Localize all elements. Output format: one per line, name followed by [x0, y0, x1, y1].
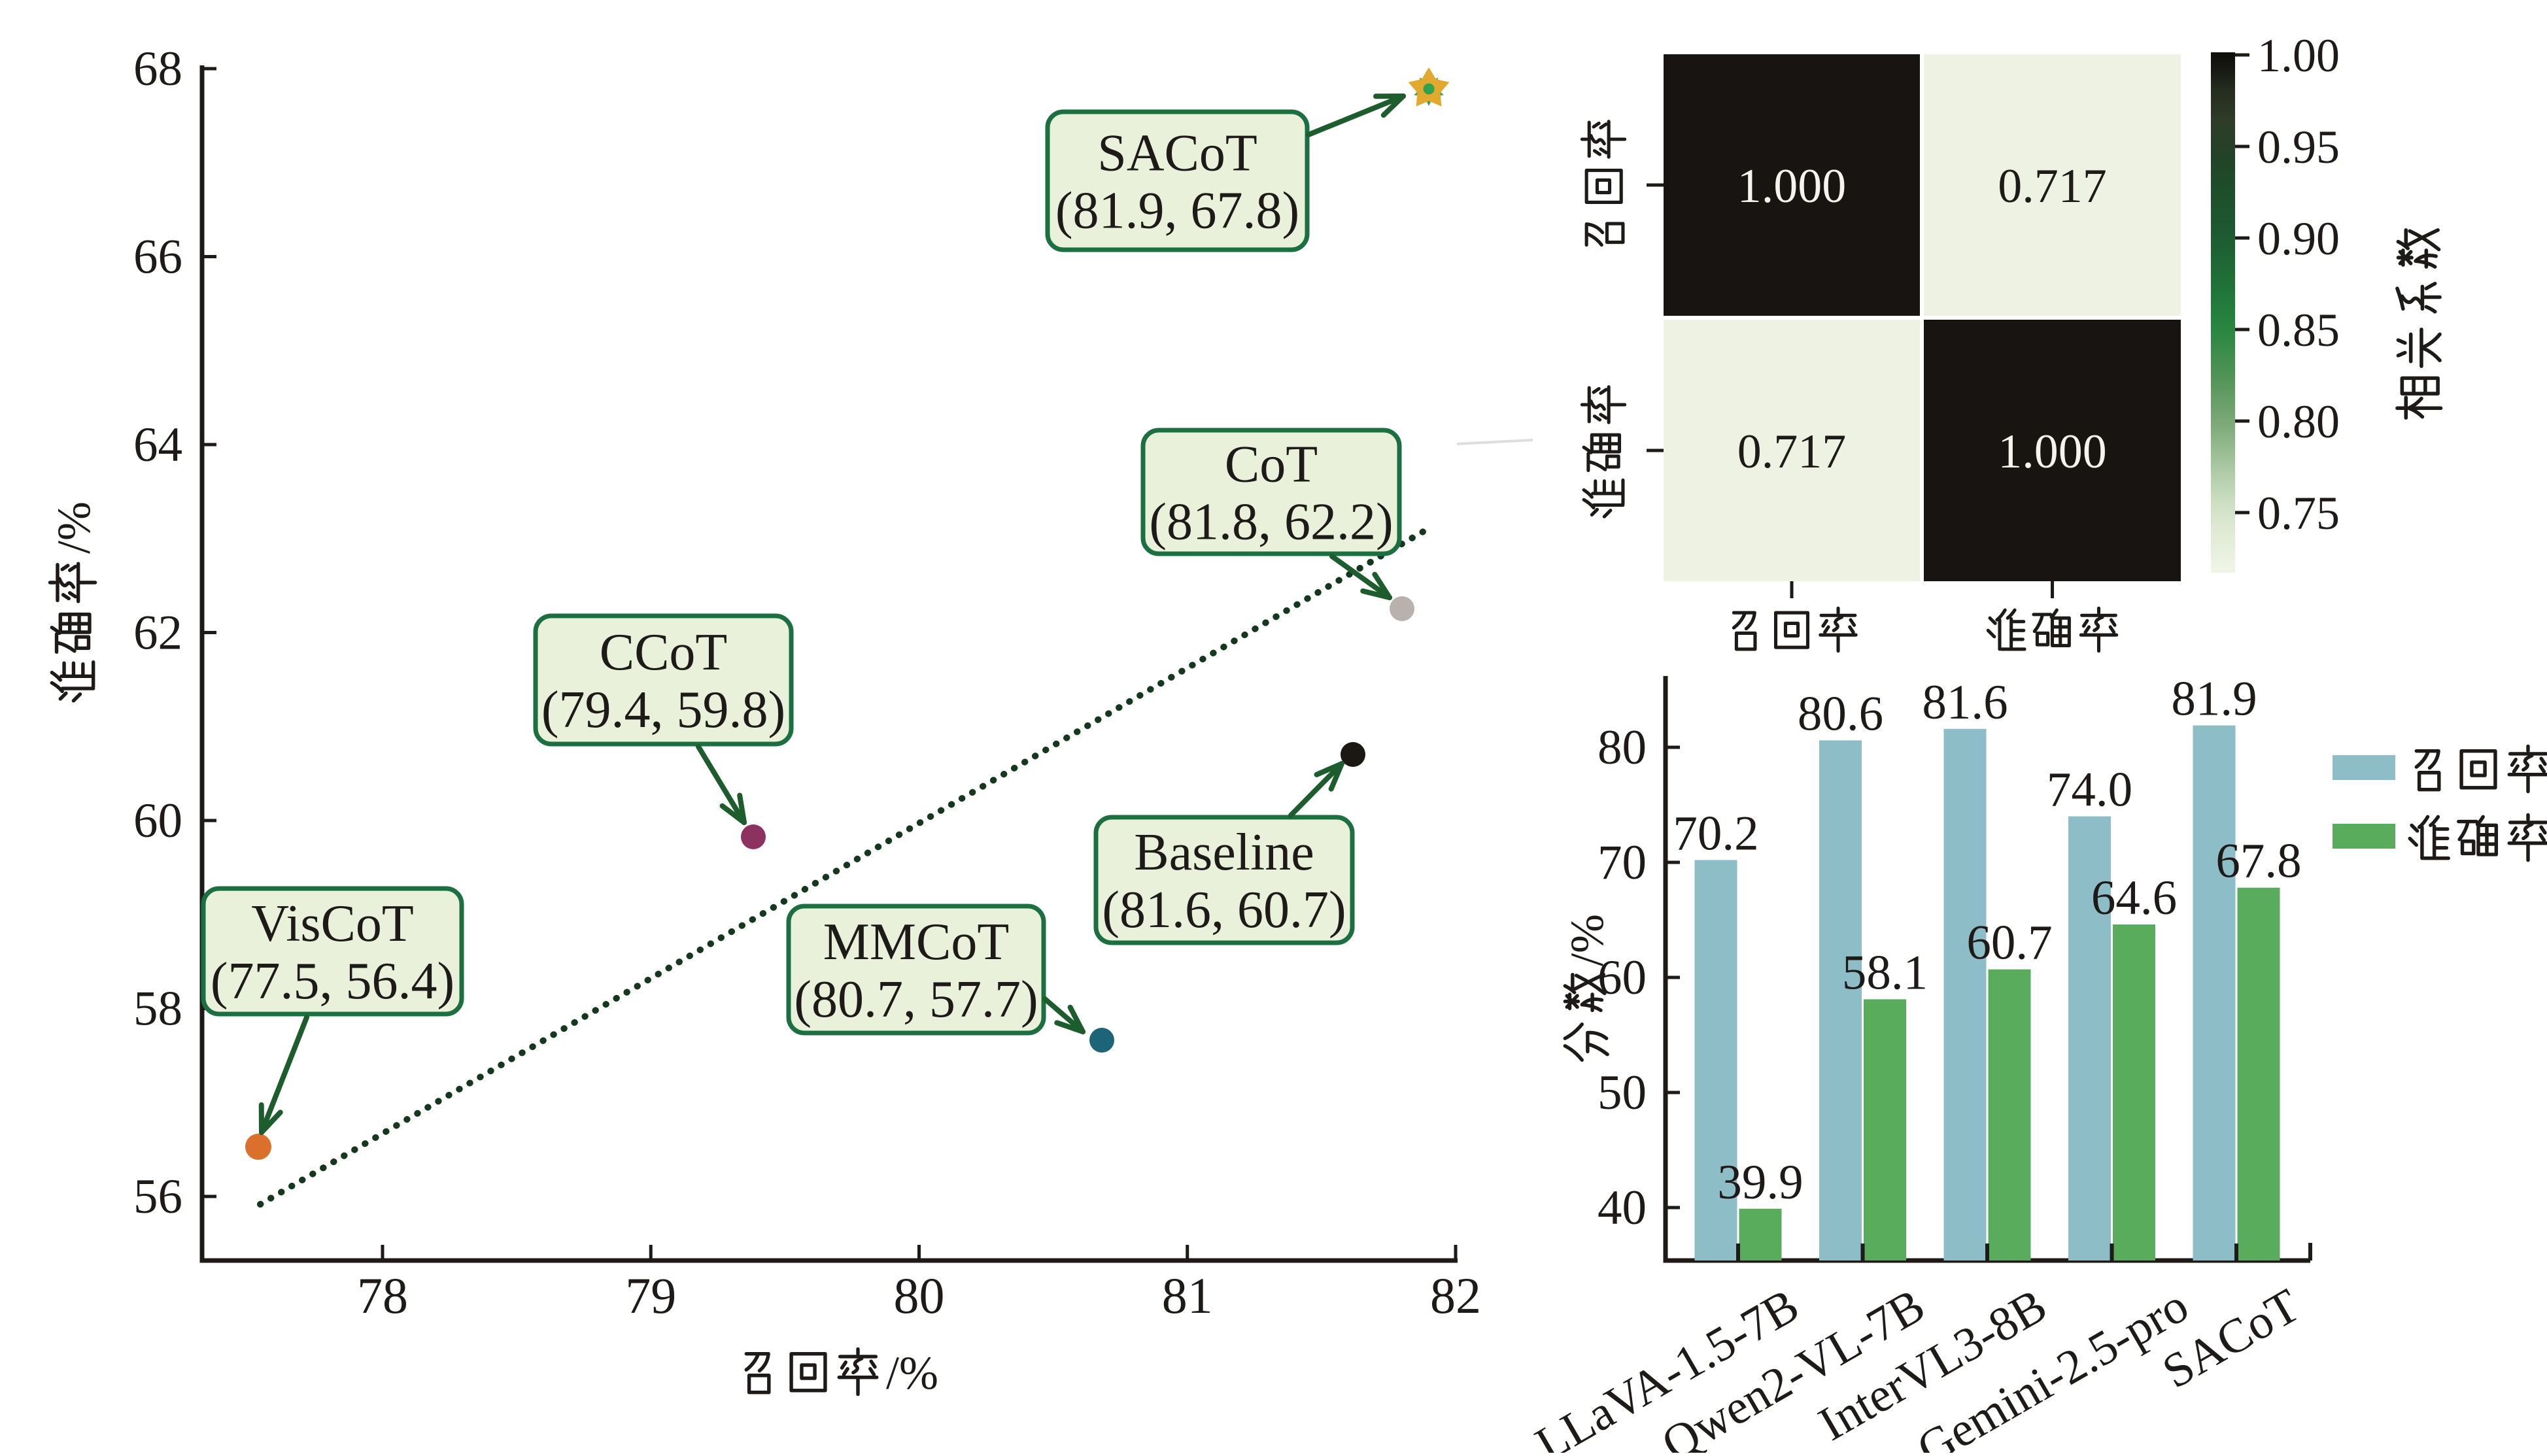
svg-text:50: 50: [1598, 1066, 1647, 1120]
svg-text:/%: /%: [1561, 914, 1613, 966]
svg-text:(80.7, 57.7): (80.7, 57.7): [794, 971, 1038, 1028]
svg-text:SACoT: SACoT: [1097, 125, 1257, 182]
svg-text:60.7: 60.7: [1966, 916, 2052, 970]
svg-text:64.6: 64.6: [2091, 871, 2177, 925]
svg-text:0.95: 0.95: [2257, 121, 2340, 173]
svg-text:58.1: 58.1: [1842, 945, 1928, 1000]
svg-text:CoT: CoT: [1225, 436, 1318, 494]
svg-text:81.9: 81.9: [2171, 672, 2257, 726]
svg-text:70: 70: [1598, 836, 1647, 890]
svg-text:0.75: 0.75: [2257, 487, 2340, 539]
svg-text:68: 68: [133, 42, 182, 96]
svg-text:81.6: 81.6: [1922, 675, 2008, 730]
svg-text:64: 64: [133, 418, 182, 472]
svg-text:(81.6, 60.7): (81.6, 60.7): [1102, 881, 1346, 939]
svg-text:VisCoT: VisCoT: [251, 895, 414, 953]
svg-text:40: 40: [1598, 1181, 1647, 1235]
svg-text:0.85: 0.85: [2257, 304, 2340, 356]
svg-text:1.000: 1.000: [1737, 160, 1847, 213]
svg-text:82: 82: [1430, 1267, 1481, 1324]
svg-text:80: 80: [1598, 720, 1647, 775]
svg-text:58: 58: [133, 982, 182, 1036]
svg-text:66: 66: [133, 230, 182, 284]
svg-text:1.000: 1.000: [1998, 425, 2107, 479]
svg-text:70.2: 70.2: [1673, 806, 1758, 860]
svg-text:74.0: 74.0: [2047, 763, 2132, 817]
svg-text:81: 81: [1162, 1267, 1213, 1324]
svg-text:(81.8, 62.2): (81.8, 62.2): [1149, 494, 1393, 551]
svg-text:56: 56: [133, 1170, 182, 1224]
svg-text:62: 62: [133, 606, 182, 660]
svg-text:0.90: 0.90: [2257, 212, 2340, 265]
svg-text:(77.5, 56.4): (77.5, 56.4): [211, 953, 454, 1010]
svg-text:0.717: 0.717: [1998, 160, 2107, 213]
svg-text:0.717: 0.717: [1737, 425, 1847, 479]
svg-text:67.8: 67.8: [2215, 834, 2301, 889]
svg-text:(79.4, 59.8): (79.4, 59.8): [541, 681, 785, 739]
svg-text:1.00: 1.00: [2257, 29, 2340, 82]
svg-text:/%: /%: [48, 501, 100, 554]
svg-text:(81.9, 67.8): (81.9, 67.8): [1055, 182, 1299, 240]
svg-text:/%: /%: [886, 1347, 938, 1399]
svg-text:39.9: 39.9: [1717, 1155, 1803, 1210]
svg-text:80: 80: [894, 1267, 945, 1324]
svg-text:0.80: 0.80: [2257, 396, 2340, 448]
svg-text:60: 60: [133, 794, 182, 848]
svg-text:80.6: 80.6: [1798, 686, 1883, 741]
svg-text:MMCoT: MMCoT: [823, 913, 1010, 971]
svg-text:CCoT: CCoT: [600, 624, 728, 681]
svg-text:Baseline: Baseline: [1134, 824, 1314, 881]
svg-text:78: 78: [357, 1267, 408, 1324]
svg-text:79: 79: [625, 1267, 676, 1324]
